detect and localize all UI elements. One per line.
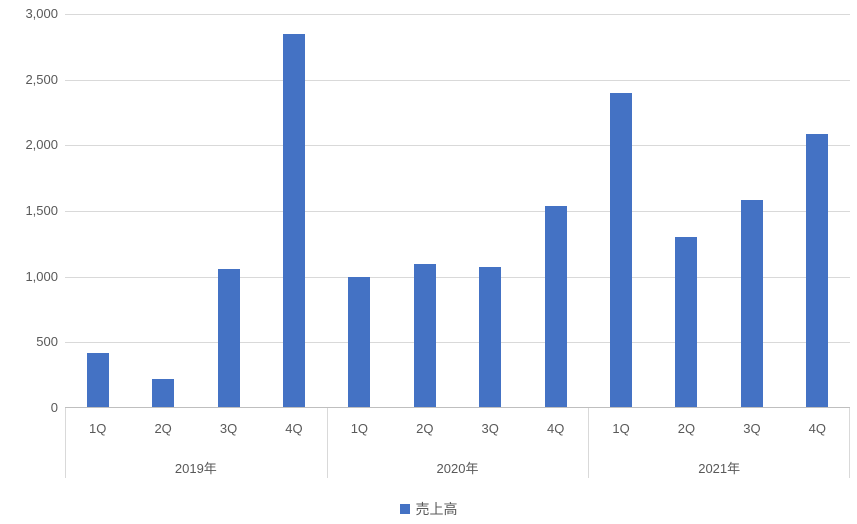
bar[interactable]: [152, 379, 175, 408]
bar[interactable]: [675, 237, 698, 408]
axis-divider: [588, 408, 589, 478]
quarter-label: 1Q: [89, 421, 107, 436]
year-label: 2020年: [436, 461, 479, 476]
gridline: [65, 211, 850, 212]
quarter-label: 2Q: [677, 421, 696, 436]
x-axis-label-area: 1Q 2Q 3Q 4Q 1Q 2Q 3Q 4Q 1Q 2Q 3Q 4Q 2019年 2020年 2021年: [65, 408, 850, 480]
bar-group: [588, 14, 850, 408]
quarter-label: 2Q: [416, 421, 434, 436]
y-tick-label: 1,000: [25, 268, 58, 284]
bar[interactable]: [610, 93, 633, 408]
bar-slot: [719, 14, 784, 408]
bar[interactable]: [348, 277, 371, 408]
quarter-label: 3Q: [219, 421, 238, 436]
y-tick-label: 1,500: [25, 203, 58, 218]
bar[interactable]: [479, 267, 502, 408]
bar[interactable]: [806, 134, 829, 408]
year-labels-row: 2019年 2020年 2021年: [65, 444, 850, 478]
y-tick-label: 2,500: [25, 71, 58, 87]
y-tick-label: 500: [36, 334, 58, 350]
bar-group: [65, 14, 327, 408]
quarter-labels-row: 1Q 2Q 3Q 4Q 1Q 2Q 3Q 4Q 1Q 2Q 3Q 4Q: [65, 408, 850, 444]
bar-slot: [588, 14, 653, 408]
bar-slot: [327, 14, 392, 408]
bar-slot: [523, 14, 588, 408]
gridline: [65, 145, 850, 147]
legend-swatch-icon: [399, 504, 410, 514]
quarter-label: 3Q: [481, 421, 499, 436]
x-axis-line: [65, 407, 850, 408]
quarter-label: 4Q: [808, 421, 826, 436]
bar[interactable]: [740, 200, 763, 408]
bar-group: [327, 14, 589, 408]
bar-slot: [458, 14, 523, 408]
gridline: [65, 14, 850, 15]
plot-area: [65, 14, 850, 408]
axis-divider: [849, 408, 850, 478]
bar-slot: [654, 14, 719, 408]
y-tick-label: 0: [50, 400, 58, 415]
quarter-label: 3Q: [743, 421, 761, 436]
bar[interactable]: [217, 269, 240, 408]
y-tick-label: 2,000: [25, 137, 58, 153]
bar-slot: [196, 14, 261, 408]
bar-slot: [261, 14, 326, 408]
bars-area: [65, 14, 850, 408]
year-label: 2021年: [698, 461, 741, 476]
quarter-label-group: 1Q 2Q 3Q 4Q: [588, 408, 850, 444]
bar[interactable]: [86, 353, 109, 408]
year-label: 2019年: [174, 461, 217, 476]
quarter-label: 1Q: [612, 421, 630, 436]
gridline: [65, 342, 850, 344]
quarter-label: 4Q: [546, 421, 565, 436]
quarter-label-group: 1Q 2Q 3Q 4Q: [65, 408, 327, 444]
quarter-label: 1Q: [350, 421, 369, 436]
axis-divider: [65, 408, 66, 478]
bar[interactable]: [282, 34, 305, 408]
bar[interactable]: [413, 264, 436, 408]
bar-slot: [130, 14, 195, 408]
legend[interactable]: 売上高: [0, 499, 857, 519]
bar-slot: [392, 14, 457, 408]
gridline: [65, 276, 850, 278]
quarter-label: 4Q: [285, 421, 303, 436]
y-tick-label: 3,000: [25, 6, 58, 21]
axis-divider: [327, 408, 328, 478]
y-axis-labels: 0 500 1,000 1,500 2,000 2,500 3,000: [0, 6, 58, 415]
bar[interactable]: [544, 206, 567, 408]
bar-slot: [785, 14, 850, 408]
quarter-label: 2Q: [154, 421, 172, 436]
legend-label: 売上高: [415, 501, 458, 517]
bar-slot: [65, 14, 130, 408]
gridline: [65, 79, 850, 81]
quarter-label-group: 1Q 2Q 3Q 4Q: [327, 408, 589, 444]
